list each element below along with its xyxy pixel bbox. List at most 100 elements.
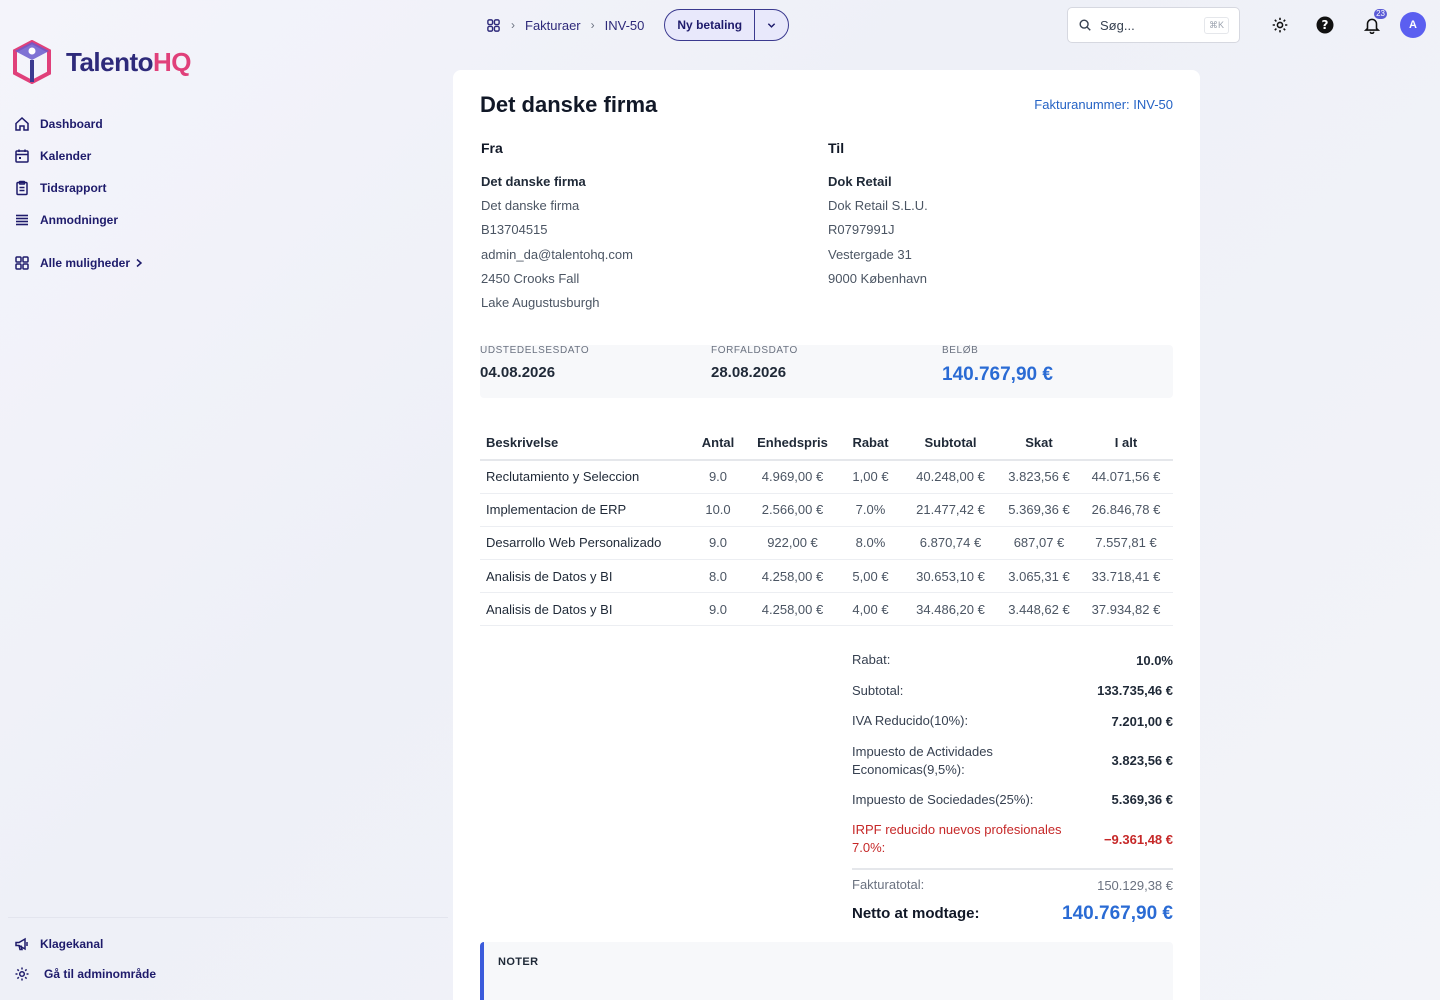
sidebar-item-anmodninger[interactable]: Anmodninger [14, 204, 144, 236]
amount-block: BELØB 140.767,90 € [942, 345, 1053, 386]
totals-value: 3.823,56 € [1111, 753, 1173, 768]
totals-label: Impuesto de Sociedades(25%): [852, 791, 1034, 807]
from-section: Fra Det danske firma Det danske firma B1… [481, 140, 633, 319]
from-line: B13704515 [481, 222, 548, 238]
new-payment-dropdown-toggle[interactable] [755, 10, 788, 40]
breadcrumb-separator: › [590, 18, 595, 32]
to-line: R0797991J [828, 222, 895, 238]
help-button[interactable]: ? [1314, 14, 1336, 36]
totals-row-invoice-total: Fakturatotal: 150.129,38 € [852, 868, 1173, 899]
totals-value: 150.129,38 € [1097, 877, 1173, 893]
cell-quantity: 9.0 [690, 592, 746, 627]
totals-row-discount: Rabat: 10.0% [852, 645, 1173, 676]
search-icon [1079, 19, 1091, 31]
cell-description: Analisis de Datos y BI [480, 559, 690, 594]
avatar[interactable]: A [1400, 12, 1426, 38]
from-name: Det danske firma [481, 174, 586, 189]
sidebar-item-dashboard[interactable]: Dashboard [14, 108, 144, 140]
logo[interactable]: TalentoHQ [12, 40, 192, 84]
sidebar: TalentoHQ Dashboard Kalender Tidsrapport… [0, 0, 453, 1000]
issue-date: 04.08.2026 [480, 364, 556, 381]
cell-tax: 687,07 € [999, 526, 1079, 561]
totals-label: IVA Reducido(10%): [852, 713, 969, 729]
sidebar-item-label: Tidsrapport [40, 181, 107, 195]
home-icon [15, 116, 29, 131]
table-header-row: Beskrivelse Antal Enhedspris Rabat Subto… [480, 425, 1173, 461]
sidebar-item-klagekanal[interactable]: Klagekanal [14, 929, 448, 959]
sidebar-item-label: Gå til adminområde [44, 967, 157, 981]
breadcrumb-invoices[interactable]: Fakturaer [525, 17, 581, 33]
from-line: Lake Augustusburgh [481, 295, 600, 311]
from-line: 2450 Crooks Fall [481, 270, 580, 286]
cell-discount: 7.0% [839, 493, 902, 527]
from-line: Det danske firma [481, 198, 580, 213]
to-line: 9000 København [828, 270, 928, 286]
new-payment-button[interactable]: Ny betaling [665, 10, 756, 40]
sidebar-item-kalender[interactable]: Kalender [14, 140, 144, 172]
cell-discount: 4,00 € [839, 592, 902, 627]
notes-label: NOTER [498, 956, 539, 968]
chevron-right-icon [136, 258, 143, 268]
to-section: Til Dok Retail Dok Retail S.L.U. R079799… [828, 140, 928, 295]
cell-discount: 1,00 € [839, 460, 902, 494]
megaphone-icon [15, 937, 28, 951]
sidebar-item-admin[interactable]: Gå til adminområde [14, 959, 448, 989]
cell-subtotal: 21.477,42 € [902, 493, 999, 527]
cell-subtotal: 6.870,74 € [902, 526, 999, 561]
gear-icon [15, 967, 29, 981]
breadcrumb-separator: › [511, 18, 515, 32]
totals-row-iva: IVA Reducido(10%): 7.201,00 € [852, 706, 1173, 737]
grid-icon [15, 256, 29, 270]
svg-text:?: ? [1322, 18, 1329, 32]
sidebar-item-all-options[interactable]: Alle muligheder [14, 247, 144, 279]
list-icon [16, 214, 28, 226]
notifications-badge: 23 [1374, 9, 1387, 19]
cell-tax: 3.823,56 € [999, 460, 1079, 494]
cell-quantity: 8.0 [690, 559, 746, 594]
cube-logo-icon [13, 40, 51, 84]
cell-total: 26.846,78 € [1079, 493, 1173, 527]
help-icon: ? [1316, 16, 1334, 34]
apps-grid-icon[interactable] [486, 18, 501, 33]
issue-date-block: UDSTEDELSESDATO 04.08.2026 [480, 345, 589, 381]
sidebar-item-label: Kalender [40, 149, 92, 163]
new-payment-split-button: Ny betaling [664, 9, 790, 41]
totals-label: Impuesto de Actividades Economicas(9,5%)… [852, 743, 993, 777]
cell-description: Implementacion de ERP [480, 493, 690, 527]
cell-quantity: 10.0 [690, 493, 746, 527]
totals-label: Netto at modtage: [852, 904, 980, 922]
totals-value: 10.0% [1136, 652, 1173, 668]
cell-description: Desarrollo Web Personalizado [480, 526, 690, 561]
nav-spacer [14, 236, 144, 247]
totals-summary: Rabat: 10.0% Subtotal: 133.735,46 € IVA … [852, 645, 1173, 929]
due-date: 28.08.2026 [711, 364, 787, 381]
settings-button[interactable] [1269, 14, 1291, 36]
table-row: Desarrollo Web Personalizado 9.0 922,00 … [480, 526, 1173, 561]
cell-quantity: 9.0 [690, 526, 746, 561]
from-line: admin_da@talentohq.com [481, 246, 633, 262]
cell-unit-price: 922,00 € [746, 526, 839, 561]
totals-row-is: Impuesto de Sociedades(25%): 5.369,36 € [852, 785, 1173, 816]
totals-row-irpf: IRPF reducido nuevos profesionales 7.0%:… [852, 815, 1173, 863]
sidebar-item-label: Anmodninger [40, 213, 118, 227]
brand-name: TalentoHQ [66, 46, 192, 77]
totals-value: 5.369,36 € [1111, 792, 1173, 808]
search-placeholder: Søg... [1100, 17, 1135, 33]
totals-value: 140.767,90 € [1062, 902, 1173, 924]
column-header: Subtotal [902, 425, 999, 461]
breadcrumb-current: INV-50 [604, 17, 645, 33]
totals-row-iae: Impuesto de Actividades Economicas(9,5%)… [852, 737, 1173, 785]
due-date-block: FORFALDSDATO 28.08.2026 [711, 345, 798, 381]
cell-unit-price: 4.258,00 € [746, 559, 839, 594]
notifications-button[interactable]: 23 [1361, 9, 1387, 36]
to-heading: Til [828, 140, 845, 156]
cell-subtotal: 34.486,20 € [902, 592, 999, 627]
search-input[interactable]: Søg... ⌘K [1067, 7, 1240, 43]
cell-total: 33.718,41 € [1079, 559, 1173, 594]
cell-unit-price: 4.258,00 € [746, 592, 839, 627]
sidebar-item-tidsrapport[interactable]: Tidsrapport [14, 172, 144, 204]
cell-total: 37.934,82 € [1079, 592, 1173, 627]
column-header: Antal [690, 425, 746, 461]
calendar-icon [15, 149, 29, 163]
search-shortcut: ⌘K [1203, 16, 1229, 34]
